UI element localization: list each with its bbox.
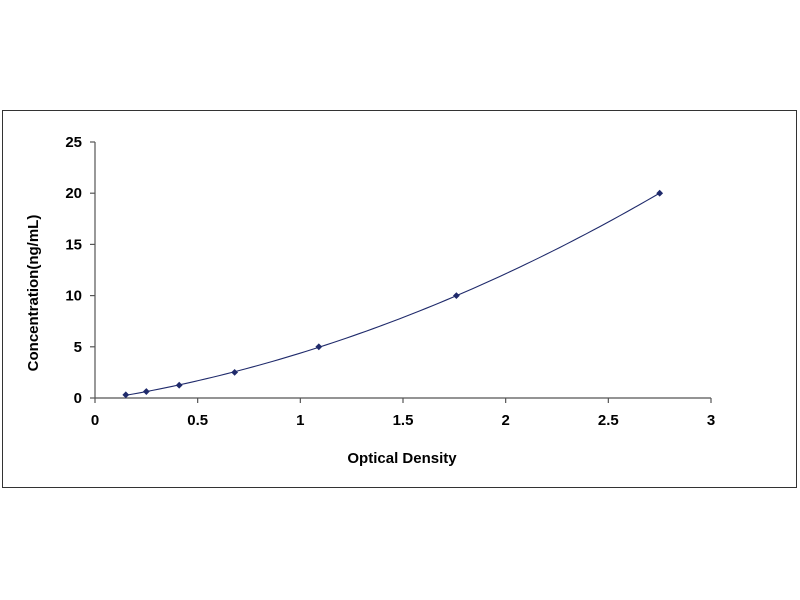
chart-frame: 0 0.5 1 1.5 2 2.5 3 0 5 10 15 20 25 Optical Density… bbox=[2, 110, 797, 488]
x-tick-label: 2 bbox=[501, 412, 509, 429]
data-point bbox=[231, 369, 239, 376]
y-tick-label: 20 bbox=[65, 185, 82, 202]
data-point bbox=[175, 381, 183, 389]
data-point bbox=[122, 391, 130, 399]
x-tick-label: 0 bbox=[91, 412, 99, 429]
data-point bbox=[452, 292, 460, 299]
y-tick-label: 25 bbox=[65, 134, 82, 151]
y-axis-title: Concentration(ng/mL) bbox=[25, 215, 42, 372]
x-tick-labels: 0 0.5 1 1.5 2 2.5 3 bbox=[91, 412, 715, 429]
data-points bbox=[122, 189, 664, 399]
x-tick-label: 2.5 bbox=[598, 412, 619, 429]
data-point bbox=[656, 189, 664, 197]
y-tick-labels: 0 5 10 15 20 25 bbox=[65, 134, 82, 407]
standard-curve-chart: 0 0.5 1 1.5 2 2.5 3 0 5 10 15 20 25 Optical Density… bbox=[25, 134, 715, 467]
x-axis-title: Optical Density bbox=[347, 450, 457, 467]
data-point bbox=[142, 388, 150, 395]
x-tick-label: 3 bbox=[707, 412, 715, 429]
y-tick-label: 10 bbox=[65, 288, 82, 305]
y-tick-label: 5 bbox=[74, 339, 82, 356]
data-point bbox=[315, 343, 323, 351]
fit-curve-group bbox=[125, 192, 660, 396]
x-tick-label: 0.5 bbox=[187, 412, 208, 429]
axes bbox=[90, 141, 712, 403]
x-tick-label: 1.5 bbox=[393, 412, 414, 429]
y-tick-label: 15 bbox=[65, 236, 82, 253]
x-tick-label: 1 bbox=[296, 412, 304, 429]
y-tick-label: 0 bbox=[74, 390, 82, 407]
fit-curve bbox=[125, 192, 660, 396]
